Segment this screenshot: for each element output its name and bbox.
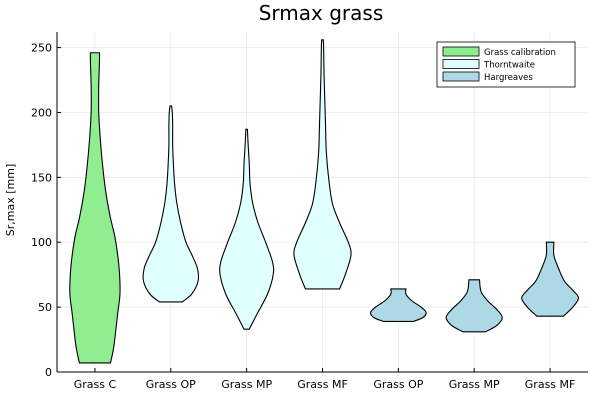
legend-swatch [442,59,480,69]
x-tick-label: Grass OP [373,378,423,391]
legend-swatch [442,71,480,82]
y-tick-label: 250 [31,42,52,55]
violin-1 [69,52,121,364]
legend: Grass calibration Thorntwaite Hargreaves [436,41,576,88]
x-tick-label: Grass MP [221,378,272,391]
violins [69,39,580,364]
legend-label: Thorntwaite [483,61,535,71]
x-tick-label: Grass MF [297,378,348,391]
legend-label: Grass calibration [484,48,556,58]
y-axis-label: Sr,max [mm] [4,164,17,236]
x-tick-label: Grass C [74,378,117,391]
legend-label: Hargreaves [484,73,533,83]
y-tick-label: 100 [31,236,52,249]
violin-7 [521,241,580,317]
violin-3 [219,128,275,330]
violin-5 [370,288,427,322]
axes: 0 50 100 150 200 250 Grass C Grass OP Grass MP Gr… [31,32,588,391]
violin-2 [142,105,200,303]
chart-title: Srmax grass [259,1,384,25]
violin-6 [445,279,503,333]
violin-4 [293,39,352,290]
y-tick-label: 0 [45,366,52,379]
legend-swatch [442,46,480,57]
x-tick-label: Grass MF [525,378,576,391]
x-tick-label: Grass MP [449,378,500,391]
x-tick-label: Grass OP [146,378,196,391]
y-tick-label: 50 [38,301,52,314]
y-tick-label: 200 [31,106,52,119]
y-tick-label: 150 [31,171,52,184]
